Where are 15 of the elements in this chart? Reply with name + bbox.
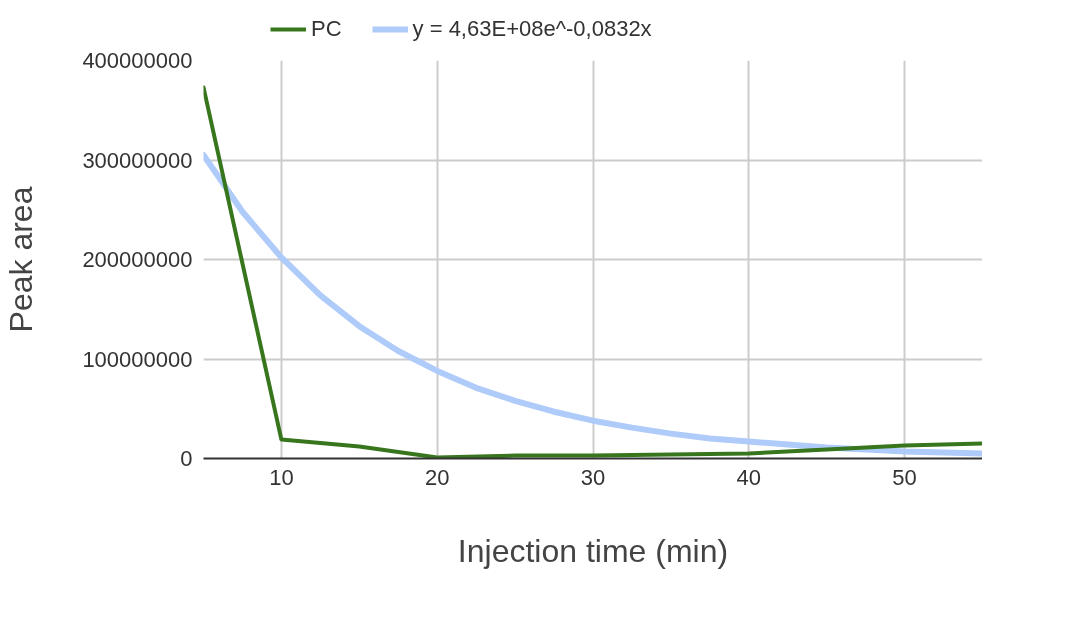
x-tick-label: 20: [424, 464, 450, 490]
x-axis-title: Injection time (min): [457, 532, 729, 569]
y-tick-label: 300000000: [82, 147, 193, 173]
legend-label: y = 4,63E+08e^-0,0832x: [412, 16, 652, 42]
y-tick-label: 0: [180, 446, 193, 471]
y-axis-title: Peak area: [3, 186, 40, 333]
x-tick-label: 40: [736, 464, 762, 490]
y-tick-label: 400000000: [82, 48, 193, 73]
x-tick-label: 30: [580, 464, 606, 490]
y-tick-label: 200000000: [82, 247, 193, 272]
line-series: [203, 85, 982, 459]
y-tick-label: 100000000: [82, 346, 193, 372]
legend-label: PC: [311, 16, 342, 42]
x-tick-label: 10: [269, 464, 294, 490]
x-tick-label: 50: [892, 464, 917, 490]
